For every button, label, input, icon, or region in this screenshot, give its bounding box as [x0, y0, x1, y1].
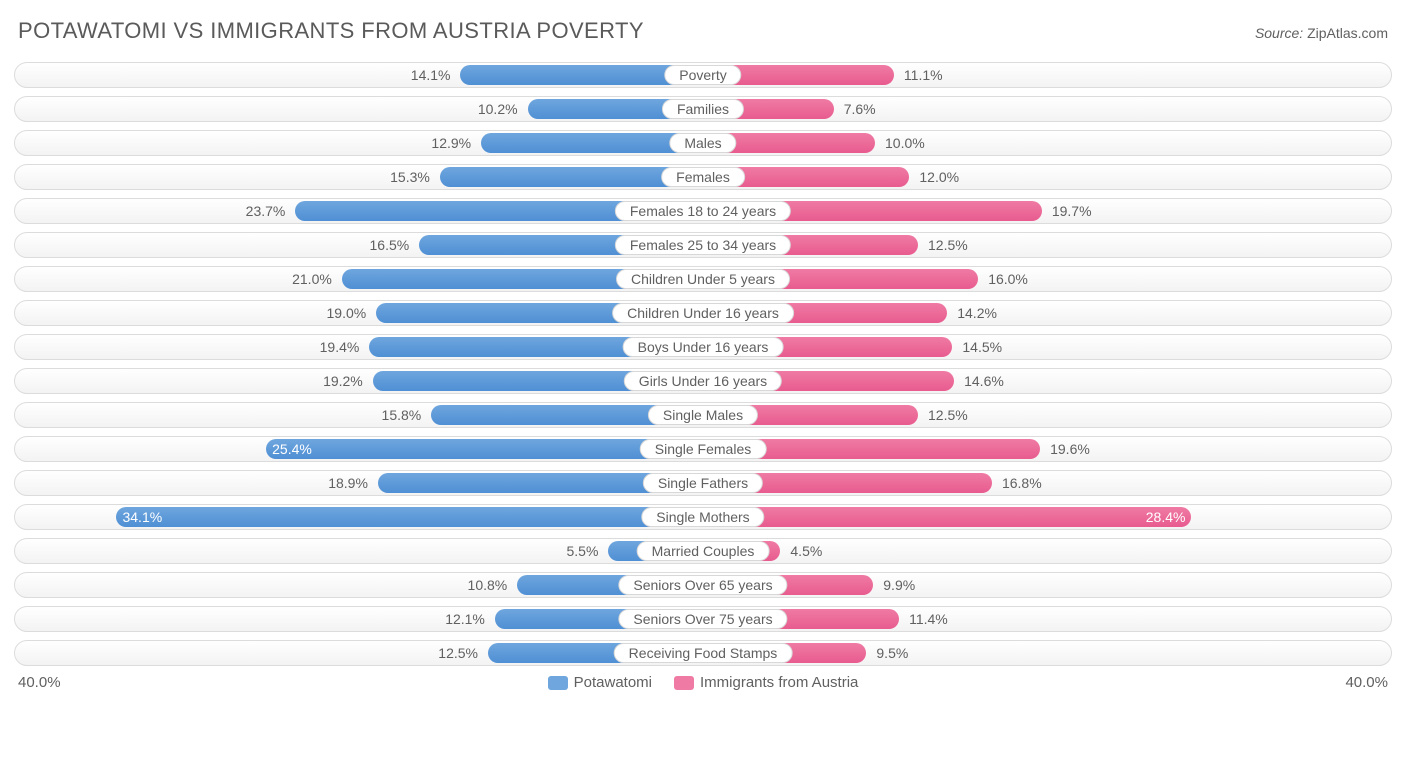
legend-label-left: Potawatomi [574, 674, 652, 691]
bar-track: 21.0% 16.0% Children Under 5 years [14, 266, 1392, 292]
bar-right-value: 4.5% [780, 543, 822, 559]
bar-track: 19.4% 14.5% Boys Under 16 years [14, 334, 1392, 360]
bar-track: 16.5% 12.5% Females 25 to 34 years [14, 232, 1392, 258]
bar-left: 34.1% [116, 507, 703, 527]
category-label: Single Females [640, 439, 767, 459]
bar-left-value: 25.4% [272, 441, 312, 457]
bar-right-value: 14.2% [947, 305, 997, 321]
chart-source: Source: ZipAtlas.com [1255, 25, 1388, 41]
bar-track: 15.3% 12.0% Females [14, 164, 1392, 190]
category-label: Single Males [648, 405, 758, 425]
bar-left-value: 23.7% [246, 203, 296, 219]
category-label: Males [669, 133, 736, 153]
bar-left-value: 10.8% [468, 577, 518, 593]
legend-label-right: Immigrants from Austria [700, 674, 858, 691]
bar-left: 25.4% [266, 439, 703, 459]
bar-track: 10.8% 9.9% Seniors Over 65 years [14, 572, 1392, 598]
chart-header: POTAWATOMI VS IMMIGRANTS FROM AUSTRIA PO… [14, 18, 1392, 44]
legend-item-left: Potawatomi [548, 674, 652, 691]
bar-track: 19.2% 14.6% Girls Under 16 years [14, 368, 1392, 394]
bar-right-value: 14.6% [954, 373, 1004, 389]
bar-right-value: 14.5% [952, 339, 1002, 355]
category-label: Females 18 to 24 years [615, 201, 791, 221]
bar-right-value: 12.0% [909, 169, 959, 185]
bar-track: 12.5% 9.5% Receiving Food Stamps [14, 640, 1392, 666]
bar-left-value: 14.1% [411, 67, 461, 83]
category-label: Poverty [664, 65, 741, 85]
bar-track: 18.9% 16.8% Single Fathers [14, 470, 1392, 496]
bar-right-value: 19.6% [1040, 441, 1090, 457]
axis-max-left: 40.0% [18, 674, 61, 691]
bar-right-value: 12.5% [918, 407, 968, 423]
bar-left-value: 10.2% [478, 101, 528, 117]
chart-legend: Potawatomi Immigrants from Austria [548, 674, 859, 691]
bar-left-value: 15.3% [390, 169, 440, 185]
bar-left-value: 12.9% [431, 135, 481, 151]
category-label: Seniors Over 65 years [618, 575, 787, 595]
bar-left-value: 16.5% [370, 237, 420, 253]
bar-left-value: 12.1% [445, 611, 495, 627]
category-label: Children Under 5 years [616, 269, 790, 289]
category-label: Females [661, 167, 745, 187]
category-label: Single Fathers [643, 473, 763, 493]
category-label: Girls Under 16 years [624, 371, 782, 391]
bar-track: 12.9% 10.0% Males [14, 130, 1392, 156]
bar-right-value: 16.0% [978, 271, 1028, 287]
bar-left-value: 15.8% [382, 407, 432, 423]
bar-track: 12.1% 11.4% Seniors Over 75 years [14, 606, 1392, 632]
bar-track: 23.7% 19.7% Females 18 to 24 years [14, 198, 1392, 224]
legend-swatch-right [674, 676, 694, 690]
bar-right-value: 10.0% [875, 135, 925, 151]
diverging-bar-chart: 14.1%11.1%Poverty10.2%7.6%Families12.9%1… [14, 62, 1392, 666]
bar-right-value: 12.5% [918, 237, 968, 253]
category-label: Children Under 16 years [612, 303, 794, 323]
category-label: Single Mothers [641, 507, 764, 527]
bar-right-value: 11.4% [899, 611, 948, 627]
category-label: Married Couples [637, 541, 770, 561]
chart-footer: 40.0% Potawatomi Immigrants from Austria… [14, 674, 1392, 691]
bar-left-value: 18.9% [328, 475, 378, 491]
category-label: Boys Under 16 years [623, 337, 784, 357]
bar-track: 34.1% 28.4% Single Mothers [14, 504, 1392, 530]
source-label: Source: [1255, 25, 1303, 41]
bar-right-value: 9.9% [873, 577, 915, 593]
bar-left-value: 21.0% [292, 271, 342, 287]
bar-right-value: 11.1% [894, 67, 943, 83]
bar-right-value: 19.7% [1042, 203, 1092, 219]
chart-title: POTAWATOMI VS IMMIGRANTS FROM AUSTRIA PO… [18, 18, 644, 44]
bar-left-value: 34.1% [122, 509, 162, 525]
bar-track: 15.8% 12.5% Single Males [14, 402, 1392, 428]
category-label: Seniors Over 75 years [618, 609, 787, 629]
bar-right: 28.4% [703, 507, 1191, 527]
legend-swatch-left [548, 676, 568, 690]
bar-right-value: 16.8% [992, 475, 1042, 491]
bar-left-value: 19.2% [323, 373, 373, 389]
bar-track: 14.1% 11.1% Poverty [14, 62, 1392, 88]
bar-left-value: 19.4% [320, 339, 370, 355]
category-label: Receiving Food Stamps [614, 643, 793, 663]
bar-track: 19.0% 14.2% Children Under 16 years [14, 300, 1392, 326]
axis-max-right: 40.0% [1345, 674, 1388, 691]
category-label: Females 25 to 34 years [615, 235, 791, 255]
bar-left-value: 19.0% [327, 305, 377, 321]
bar-left-value: 12.5% [438, 645, 488, 661]
bar-track: 5.5% 4.5% Married Couples [14, 538, 1392, 564]
bar-right-value: 9.5% [866, 645, 908, 661]
source-value: ZipAtlas.com [1307, 25, 1388, 41]
legend-item-right: Immigrants from Austria [674, 674, 858, 691]
bar-track: 10.2% 7.6% Families [14, 96, 1392, 122]
bar-track: 25.4% 19.6% Single Females [14, 436, 1392, 462]
category-label: Families [662, 99, 744, 119]
bar-right-value: 28.4% [1146, 509, 1186, 525]
bar-right-value: 7.6% [834, 101, 876, 117]
bar-left-value: 5.5% [566, 543, 608, 559]
